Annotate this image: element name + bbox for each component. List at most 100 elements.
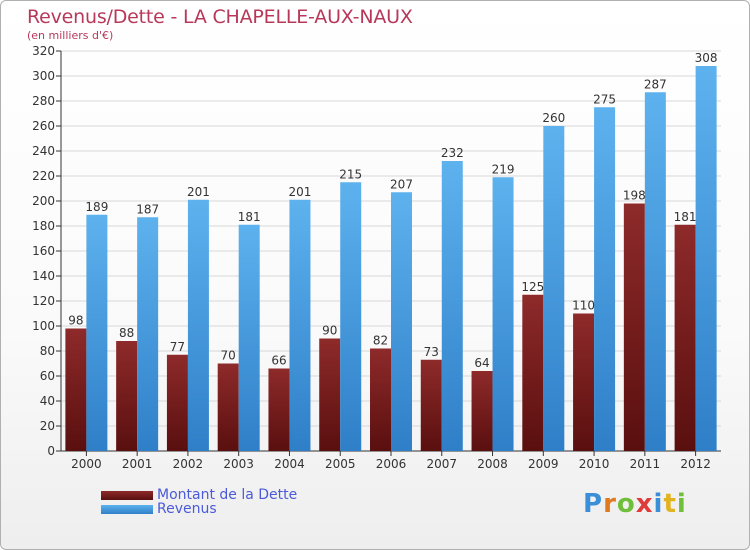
x-tick-label: 2003 xyxy=(223,457,254,471)
axes: 0 20 40 60 80 100 120 140 160 180 200 220 240 260 280 3… xyxy=(32,44,721,471)
bar-dette-2005 xyxy=(319,338,341,451)
data-label-dette: 77 xyxy=(170,340,185,354)
data-label-revenus: 215 xyxy=(339,167,362,181)
bar-dette-2001 xyxy=(116,341,138,451)
logo-letter: x xyxy=(635,489,654,519)
data-labels: 98 189 88 187 77 201 70 181 66 201 90 215 82 207 73 232… xyxy=(68,51,717,370)
data-label-revenus: 260 xyxy=(542,111,565,125)
y-tick-label: 280 xyxy=(32,94,55,108)
x-tick-label: 2001 xyxy=(122,457,153,471)
data-label-revenus: 308 xyxy=(695,51,718,65)
data-label-dette: 98 xyxy=(68,314,83,328)
data-label-dette: 125 xyxy=(521,280,544,294)
y-tick-label: 40 xyxy=(40,394,55,408)
data-label-dette: 70 xyxy=(221,349,236,363)
bar-dette-2000 xyxy=(65,328,87,451)
x-tick-label: 2010 xyxy=(579,457,610,471)
x-tick-label: 2011 xyxy=(630,457,661,471)
y-tick-label: 100 xyxy=(32,319,55,333)
data-label-dette: 181 xyxy=(674,210,697,224)
bar-revenus-2010 xyxy=(594,107,616,451)
data-label-revenus: 219 xyxy=(492,162,515,176)
proxiti-logo: Proxiti xyxy=(583,489,687,519)
bar-dette-2006 xyxy=(370,348,391,451)
logo-letter: t xyxy=(663,489,677,519)
data-label-revenus: 275 xyxy=(593,92,616,106)
y-tick-label: 240 xyxy=(32,144,55,158)
bar-revenus-2012 xyxy=(695,66,717,451)
logo-letter: i xyxy=(653,489,664,519)
logo-letter: P xyxy=(583,489,604,519)
y-tick-label: 0 xyxy=(47,444,55,458)
x-tick-label: 2007 xyxy=(426,457,457,471)
logo-letter: o xyxy=(616,489,636,519)
legend-label-revenus: Revenus xyxy=(157,501,217,517)
bar-revenus-2002 xyxy=(187,199,209,451)
bar-dette-2012 xyxy=(674,224,696,451)
x-tick-label: 2005 xyxy=(325,457,356,471)
x-tick-label: 2002 xyxy=(173,457,204,471)
data-label-revenus: 201 xyxy=(289,185,312,199)
y-tick-label: 260 xyxy=(32,119,55,133)
x-tick-label: 2012 xyxy=(680,457,711,471)
y-tick-label: 140 xyxy=(32,269,55,283)
data-label-revenus: 189 xyxy=(85,200,108,214)
y-tick-label: 20 xyxy=(40,419,55,433)
x-tick-label: 2006 xyxy=(376,457,407,471)
logo-letter: r xyxy=(603,489,617,519)
bar-dette-2004 xyxy=(268,368,290,451)
x-tick-label: 2004 xyxy=(274,457,305,471)
bar-revenus-2006 xyxy=(391,192,412,451)
bar-dette-2007 xyxy=(420,359,442,451)
logo-letter: i xyxy=(676,489,687,519)
data-label-revenus: 187 xyxy=(136,202,159,216)
data-label-dette: 88 xyxy=(119,326,134,340)
bar-revenus-2007 xyxy=(441,161,463,451)
bar-revenus-2003 xyxy=(238,224,260,451)
y-tick-label: 180 xyxy=(32,219,55,233)
chart-title: Revenus/Dette - LA CHAPELLE-AUX-NAUX xyxy=(27,6,413,28)
data-label-dette: 73 xyxy=(424,345,439,359)
bar-dette-2002 xyxy=(166,354,188,451)
x-tick-label: 2000 xyxy=(71,457,102,471)
y-tick-label: 320 xyxy=(32,44,55,58)
data-label-dette: 64 xyxy=(474,356,489,370)
legend-swatch-revenus xyxy=(101,504,153,514)
legend-item-dette: Montant de la Dette xyxy=(101,487,298,503)
y-tick-label: 160 xyxy=(32,244,55,258)
bar-revenus-2000 xyxy=(86,214,108,451)
bar-revenus-2008 xyxy=(492,177,514,451)
data-label-dette: 110 xyxy=(572,299,595,313)
bar-dette-2003 xyxy=(217,363,239,451)
bar-revenus-2004 xyxy=(289,199,311,451)
y-tick-label: 120 xyxy=(32,294,55,308)
x-tick-label: 2009 xyxy=(528,457,559,471)
data-label-revenus: 207 xyxy=(390,177,413,191)
data-label-revenus: 201 xyxy=(187,185,210,199)
y-tick-label: 80 xyxy=(40,344,55,358)
legend-label-dette: Montant de la Dette xyxy=(157,487,298,503)
bar-revenus-2005 xyxy=(340,182,362,451)
bar-revenus-2011 xyxy=(644,92,666,451)
data-label-revenus: 181 xyxy=(238,210,261,224)
data-label-dette: 198 xyxy=(623,189,646,203)
y-tick-label: 200 xyxy=(32,194,55,208)
legend-item-revenus: Revenus xyxy=(101,501,217,517)
data-label-revenus: 232 xyxy=(441,146,464,160)
bar-dette-2011 xyxy=(623,203,645,451)
x-tick-label: 2008 xyxy=(477,457,508,471)
bar-revenus-2009 xyxy=(543,126,565,451)
bar-dette-2010 xyxy=(573,313,595,451)
bar-dette-2008 xyxy=(471,371,493,451)
chart-subtitle: (en milliers d'€) xyxy=(27,29,114,42)
data-label-dette: 66 xyxy=(271,354,286,368)
bar-revenus-2001 xyxy=(137,217,159,451)
y-tick-label: 220 xyxy=(32,169,55,183)
bars xyxy=(65,66,717,451)
bar-dette-2009 xyxy=(522,294,544,451)
data-label-revenus: 287 xyxy=(644,77,667,91)
data-label-dette: 90 xyxy=(322,324,337,338)
y-tick-label: 300 xyxy=(32,69,55,83)
